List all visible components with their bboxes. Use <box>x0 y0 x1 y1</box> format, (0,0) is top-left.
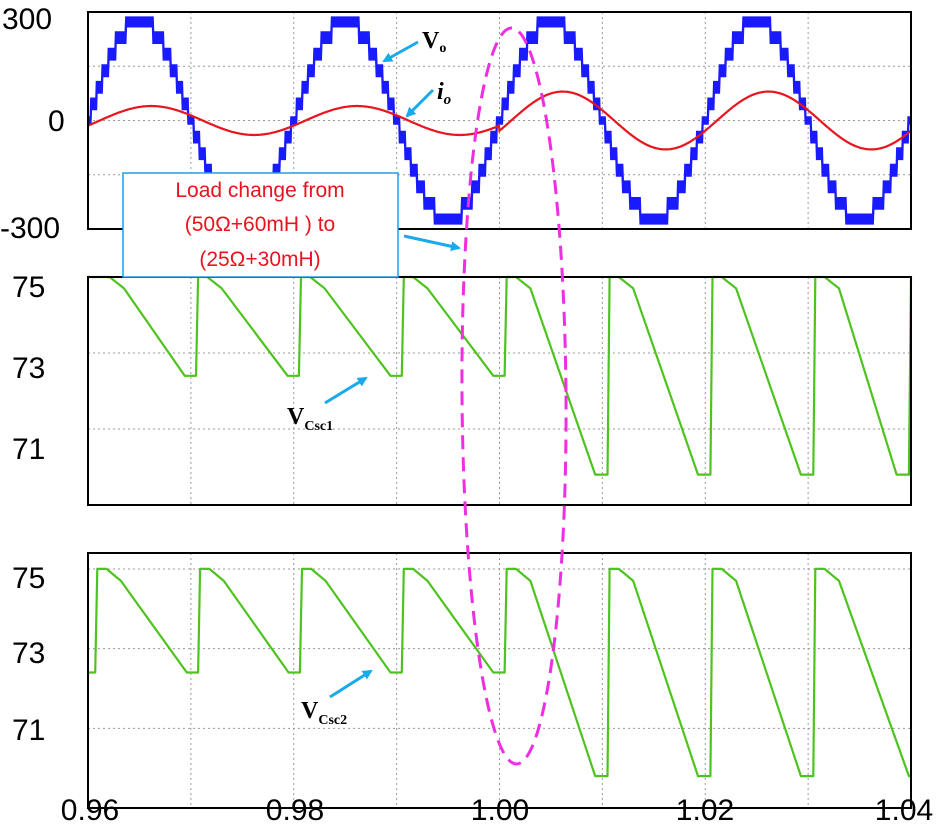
label-io: io <box>437 79 451 108</box>
xtick-1.00: 1.00 <box>471 794 529 827</box>
arrow-io <box>405 88 435 118</box>
series-vcsc2 <box>88 567 911 778</box>
label-vcsc2: VCsc2 <box>301 698 347 728</box>
panel-frame-vcsc1 <box>87 276 912 506</box>
xtick-0.96: 0.96 <box>61 794 119 827</box>
ytick-vcsc1-75: 75 <box>12 271 45 304</box>
xtick-1.04: 1.04 <box>875 794 933 827</box>
arrow-load-change <box>403 234 461 252</box>
label-vo: Vo <box>422 28 446 56</box>
ytick-vcsc2-75: 75 <box>12 562 45 595</box>
ytick-output-neg300: -300 <box>0 212 60 245</box>
ytick-vcsc2-71: 71 <box>12 714 45 747</box>
annotation-line1: Load change from <box>175 179 344 202</box>
annotation-line2: (50Ω+60mH ) to <box>185 213 336 236</box>
ytick-vcsc2-73: 73 <box>12 637 45 670</box>
load-change-ellipse <box>460 26 568 766</box>
label-vcsc1: VCsc1 <box>287 404 333 434</box>
ytick-output-0: 0 <box>48 105 65 138</box>
ytick-vcsc1-73: 73 <box>12 352 45 385</box>
annotation-box <box>122 172 399 278</box>
annotation-line3: (25Ω+30mH) <box>199 248 320 271</box>
panel-frame-vcsc2 <box>87 552 912 809</box>
arrow-vo <box>382 40 419 63</box>
arrow-vcsc1 <box>324 376 368 405</box>
panel-frame-output <box>87 11 912 230</box>
ytick-output-300: 300 <box>2 3 52 36</box>
arrow-vcsc2 <box>329 669 373 699</box>
traces <box>87 16 913 778</box>
series-vcsc1 <box>88 275 913 476</box>
ytick-vcsc1-71: 71 <box>12 433 45 466</box>
xtick-0.98: 0.98 <box>266 794 324 827</box>
xtick-1.02: 1.02 <box>676 794 734 827</box>
series-io <box>87 90 912 151</box>
